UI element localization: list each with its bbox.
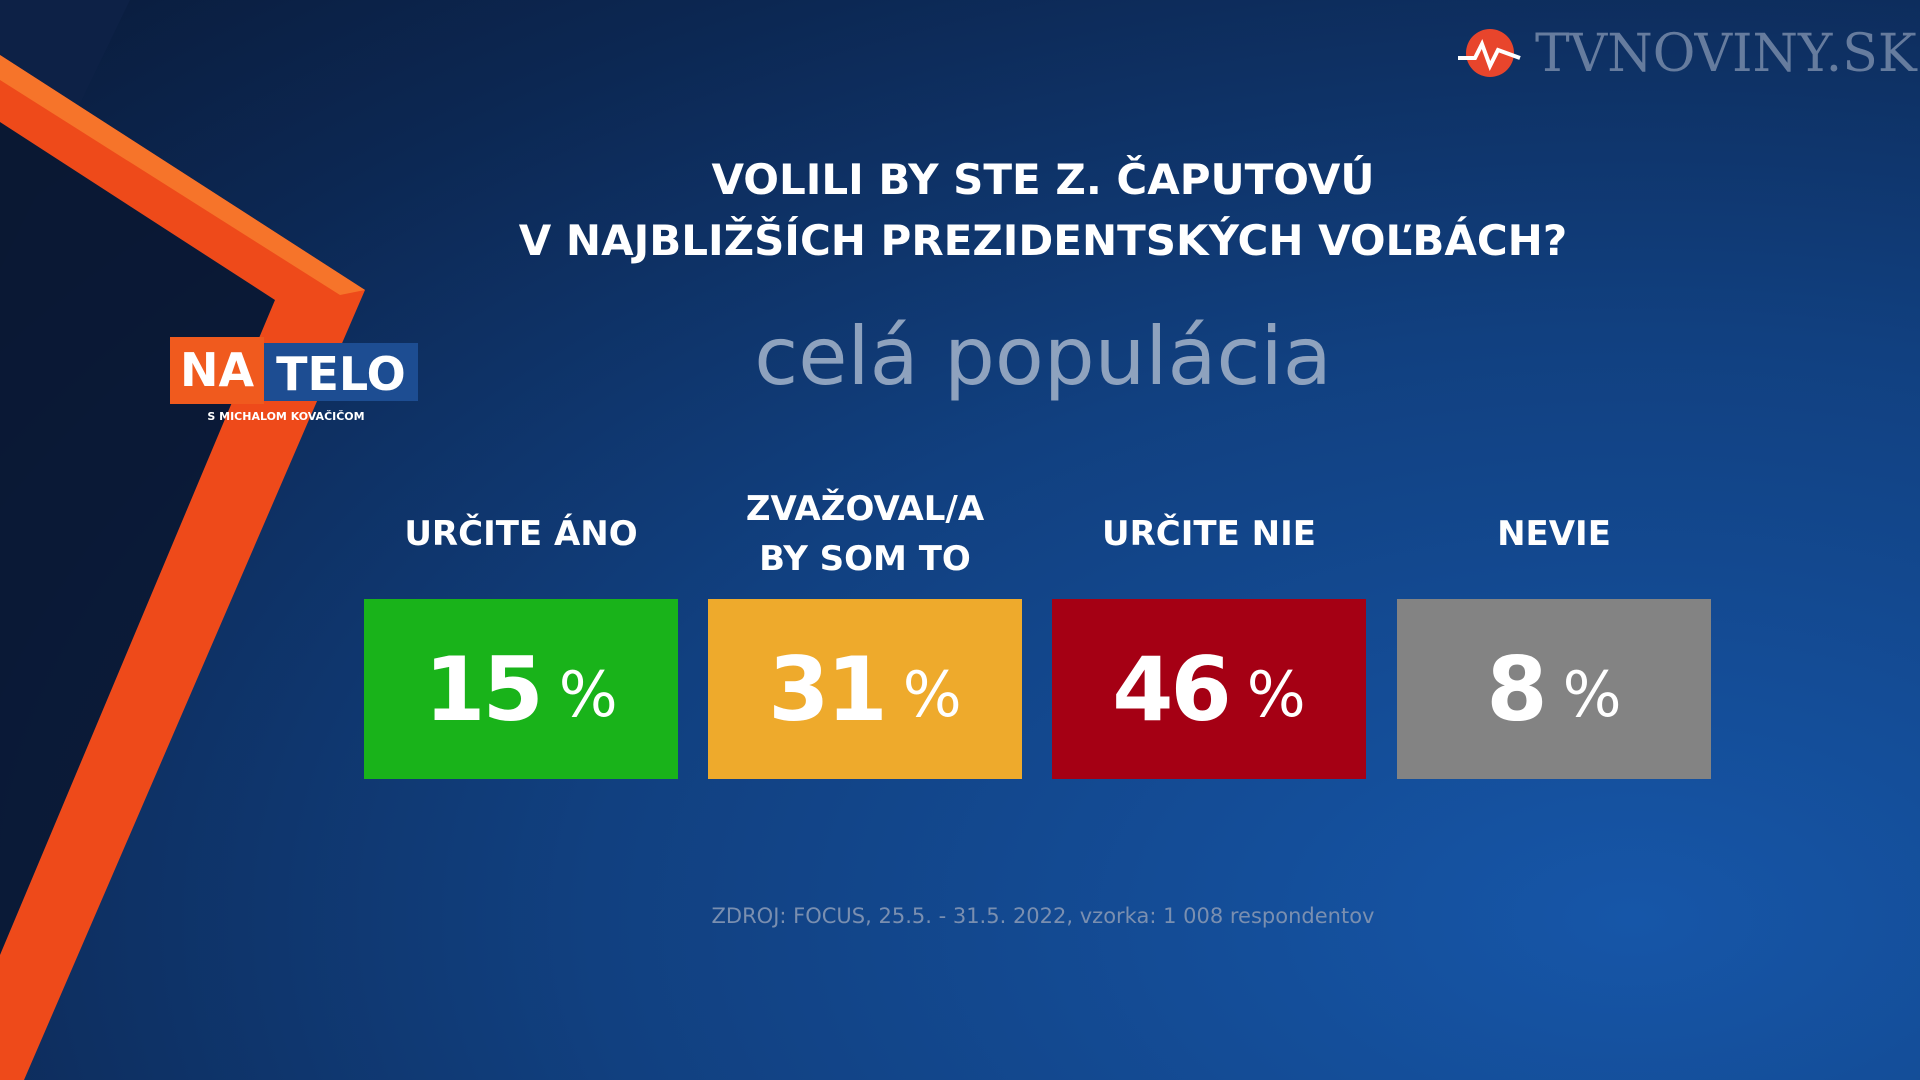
result-unit: %: [558, 657, 618, 731]
option-label: URČITE ÁNO: [404, 514, 638, 554]
subtitle: celá populácia: [754, 310, 1332, 403]
option-label: ZVAŽOVAL/A: [745, 489, 985, 529]
result-value: 15: [424, 637, 543, 741]
show-logo: NA TELO: [170, 337, 418, 404]
title-line: V NAJBLIŽŠÍCH PREZIDENTSKÝCH VOĽBÁCH?: [518, 216, 1568, 265]
result-value: 31: [768, 637, 887, 741]
result-box: 8%: [1397, 599, 1711, 779]
title-line: VOLILI BY STE Z. ČAPUTOVÚ: [711, 155, 1375, 204]
result-box: 31%: [708, 599, 1022, 779]
show-logo-telo: TELO: [264, 343, 418, 401]
result-unit: %: [1246, 657, 1306, 731]
show-logo-na: NA: [170, 337, 265, 404]
inner-panel: [0, 122, 275, 955]
orange-frame: [0, 55, 365, 1080]
result-unit: %: [902, 657, 962, 731]
site-logo-mark: [1466, 29, 1514, 77]
option-label: URČITE NIE: [1102, 514, 1316, 554]
option-label: BY SOM TO: [759, 539, 971, 579]
orange-highlight: [0, 55, 365, 295]
site-logo: TVNOVINY.SK: [1535, 24, 1917, 84]
option-label: NEVIE: [1497, 514, 1611, 554]
site-logo-wave: [1458, 38, 1521, 72]
result-box: 46%: [1052, 599, 1366, 779]
source: ZDROJ: FOCUS, 25.5. - 31.5. 2022, vzorka…: [711, 904, 1375, 928]
result-unit: %: [1562, 657, 1622, 731]
result-box: 15%: [364, 599, 678, 779]
result-value: 46: [1112, 637, 1231, 741]
show-host: S MICHALOM KOVAČIČOM: [207, 410, 365, 423]
result-value: 8: [1486, 637, 1547, 741]
